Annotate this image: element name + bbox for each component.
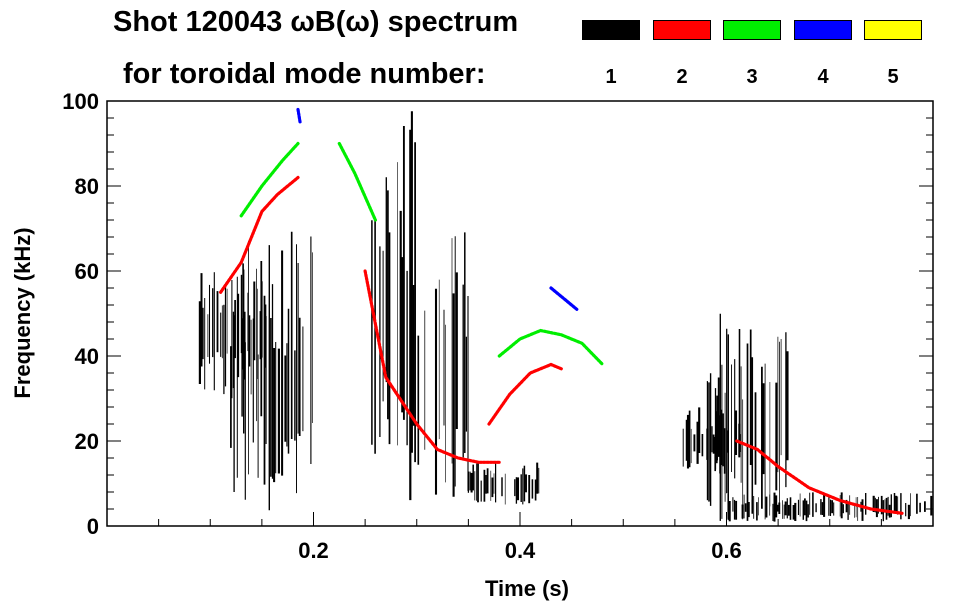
x-tick-label: 0.2	[298, 538, 329, 563]
legend-swatch-n3	[723, 20, 781, 40]
legend-label-n4: 4	[817, 66, 829, 88]
y-tick-label: 100	[62, 89, 99, 114]
mode-track-n4-top	[296, 107, 302, 124]
legend-swatch-n1	[582, 20, 640, 40]
chart-subtitle: for toroidal mode number:	[123, 58, 486, 90]
mode-track-n3-early	[239, 141, 300, 218]
legend-label-n5: 5	[887, 66, 899, 88]
mode-region-n1-7	[727, 492, 933, 522]
mode-region-n1-5	[682, 407, 742, 474]
mode-region-n1-4	[467, 462, 540, 505]
legend-swatch-n4	[794, 20, 852, 40]
y-tick-label: 0	[87, 514, 99, 539]
legend-swatch-n2	[653, 20, 711, 40]
mode-region-n1-0	[198, 263, 267, 399]
plot-frame	[106, 100, 934, 527]
chart-title: Shot 120043 ωB(ω) spectrum	[113, 6, 519, 38]
mode-track-n2-chirp	[363, 269, 501, 464]
mode-track-n2-late	[735, 439, 904, 515]
mode-region-n1-6	[706, 313, 789, 521]
x-tick-label: 0.4	[505, 538, 536, 563]
mode-track-n2-rise	[487, 362, 563, 426]
y-tick-label: 80	[75, 174, 99, 199]
mode-region-n1-1	[230, 231, 313, 511]
legend-swatch-n5	[864, 20, 922, 40]
mode-track-n3-chirp	[337, 141, 377, 222]
x-tick-label: 0.6	[711, 538, 742, 563]
mode-track-n2-early	[219, 175, 300, 294]
y-axis-label: Frequency (kHz)	[10, 227, 35, 398]
mode-track-n3-arc	[497, 328, 605, 367]
legend-label-n2: 2	[676, 66, 688, 88]
mode-region-n1-2	[371, 111, 416, 501]
y-tick-label: 20	[75, 429, 99, 454]
legend-label-n1: 1	[605, 66, 617, 88]
tick-layer: 0 20 40 60 80 100 0.2 0.4 0.6	[62, 89, 933, 563]
y-tick-label: 60	[75, 259, 99, 284]
legend-label-n3: 3	[746, 66, 758, 88]
x-axis-label: Time (s)	[485, 576, 569, 601]
y-tick-label: 40	[75, 344, 99, 369]
mode-region-n1-3	[417, 232, 469, 497]
data-layer	[198, 107, 933, 522]
mode-track-n4-mid	[549, 286, 579, 311]
